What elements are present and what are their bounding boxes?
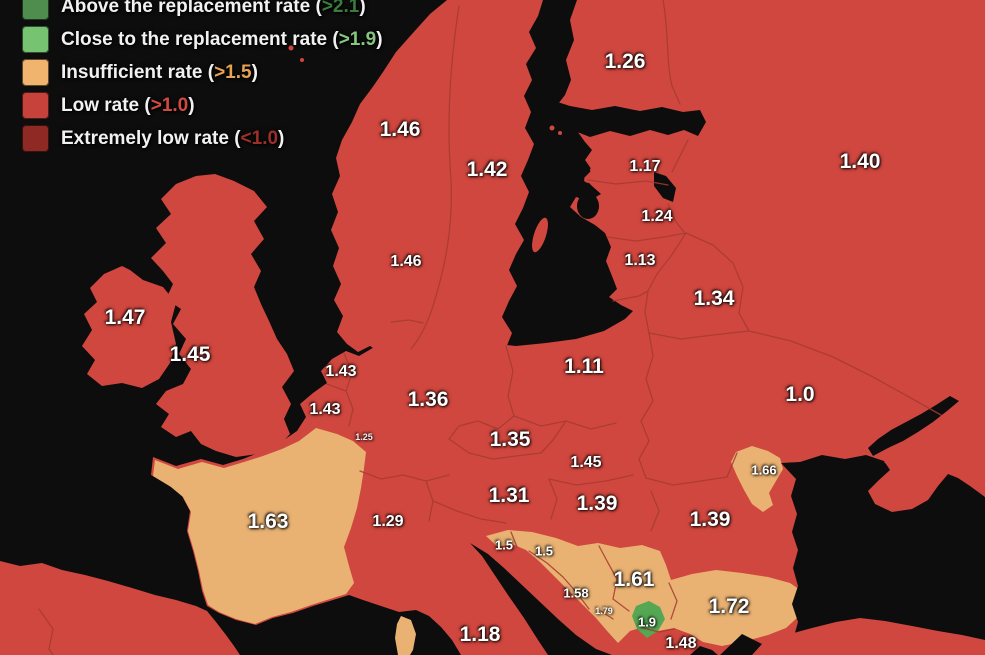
legend-item-low: Low rate (>1.0) [22, 92, 383, 119]
legend-swatch-insufficient [22, 59, 49, 86]
island-shetland-1 [288, 45, 294, 51]
legend-label-low: Low rate (>1.0) [61, 94, 195, 116]
sea-adriatic [470, 543, 612, 655]
legend-item-insufficient: Insufficient rate (>1.5) [22, 59, 383, 86]
country-shape-spain [0, 561, 240, 655]
legend-label-close-replacement: Close to the replacement rate (>1.9) [61, 28, 383, 50]
legend-label-insufficient: Insufficient rate (>1.5) [61, 61, 258, 83]
lake-peipus [654, 172, 676, 202]
island-zealand [436, 300, 464, 322]
country-shape-denmark [379, 224, 428, 323]
island-shetland-2 [300, 58, 304, 62]
legend-item-extremely-low: Extremely low rate (<1.0) [22, 125, 383, 152]
island-aland-2 [558, 131, 562, 135]
legend-swatch-extremely-low [22, 125, 49, 152]
sea-black-sea [781, 455, 985, 655]
legend-swatch-above-replacement [22, 0, 49, 20]
island-saaremaa [590, 166, 604, 174]
legend-item-close-replacement: Close to the replacement rate (>1.9) [22, 26, 383, 53]
country-shape-turkey [757, 618, 985, 655]
legend-label-above-replacement: Above the replacement rate (>2.1) [61, 0, 366, 18]
island-gotland [532, 217, 548, 253]
country-shape-balkans-orange [486, 530, 806, 646]
legend-threshold-low: >1.0 [150, 94, 189, 116]
country-shape-crimea [871, 459, 946, 510]
country-shape-kosovo [632, 601, 665, 638]
island-aland-1 [549, 125, 555, 131]
sea-of-azov-arm [868, 396, 959, 456]
legend-item-above-replacement: Above the replacement rate (>2.1) [22, 0, 383, 20]
legend-threshold-extremely-low: <1.0 [240, 127, 279, 149]
country-shape-united-kingdom [151, 174, 294, 457]
country-shape-ireland [82, 266, 176, 388]
sea-aegean-notch [690, 646, 718, 655]
legend: Above the replacement rate (>2.1) Close t… [22, 0, 383, 158]
country-borders [38, 0, 942, 655]
legend-swatch-low [22, 92, 49, 119]
sea-gulf-of-riga [577, 193, 599, 219]
legend-label-extremely-low: Extremely low rate (<1.0) [61, 127, 285, 149]
legend-threshold-insufficient: >1.5 [214, 61, 252, 83]
country-shape-moldova [731, 446, 783, 512]
country-shape-france [153, 428, 366, 624]
island-funen [470, 296, 486, 310]
island-corsica [395, 616, 416, 655]
sea-bosphorus-gap [720, 634, 762, 655]
legend-threshold-above-replacement: >2.1 [321, 0, 360, 17]
legend-threshold-close-replacement: >1.9 [338, 28, 377, 50]
sea-gulf-of-finland [543, 98, 706, 137]
legend-swatch-close-replacement [22, 26, 49, 53]
